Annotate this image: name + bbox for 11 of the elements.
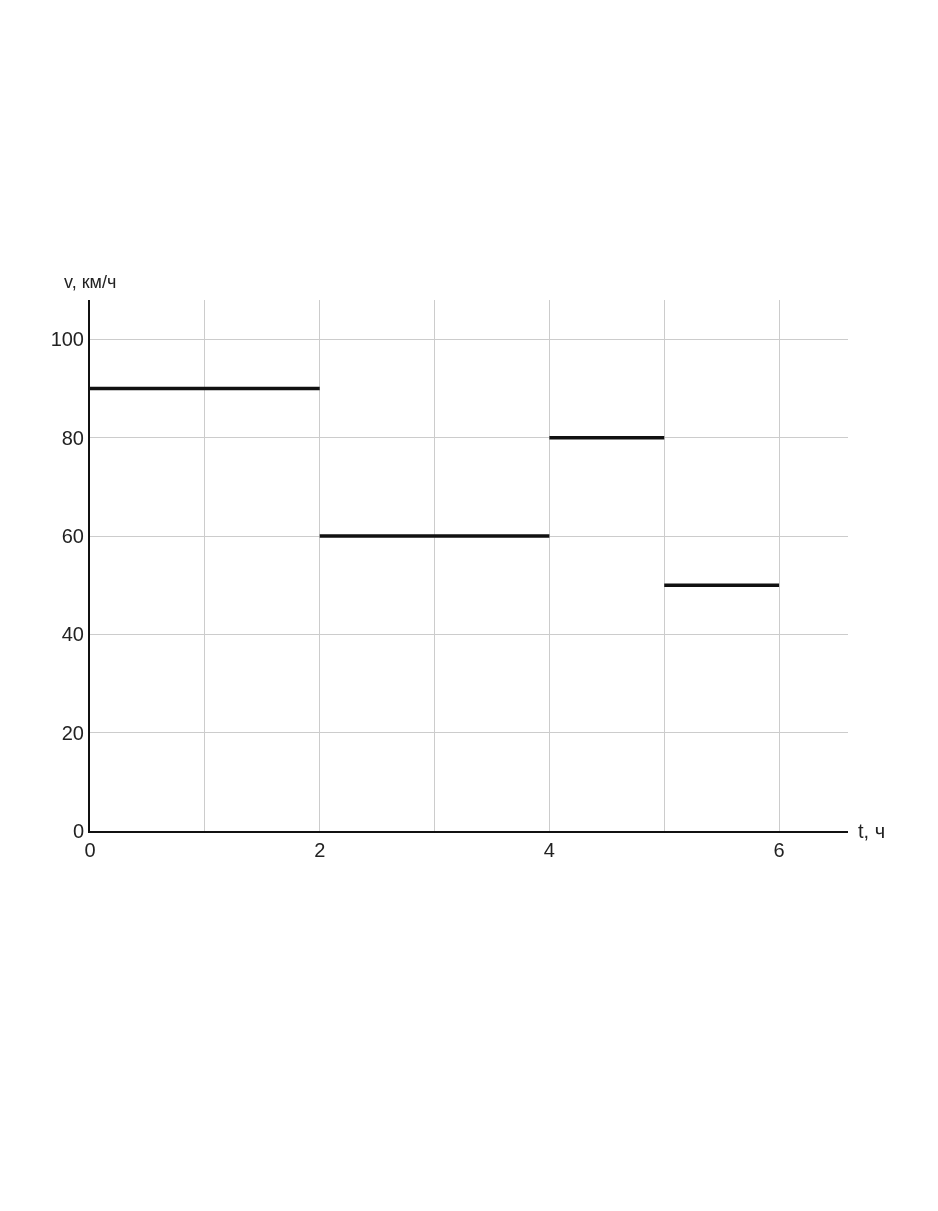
y-tick-label: 80 bbox=[61, 426, 84, 449]
x-tick-label: 2 bbox=[314, 839, 326, 861]
y-tick-label: 40 bbox=[61, 623, 84, 646]
y-axis-title: v, км/ч bbox=[64, 272, 117, 292]
x-tick-label: 4 bbox=[543, 839, 555, 861]
x-tick-label: 6 bbox=[773, 839, 785, 861]
y-tick-label: 100 bbox=[50, 328, 84, 351]
y-tick-label: 20 bbox=[61, 721, 84, 744]
y-tick-label: 0 bbox=[72, 820, 84, 842]
x-axis-title: t, ч bbox=[858, 820, 886, 842]
y-tick-label: 60 bbox=[61, 525, 84, 547]
